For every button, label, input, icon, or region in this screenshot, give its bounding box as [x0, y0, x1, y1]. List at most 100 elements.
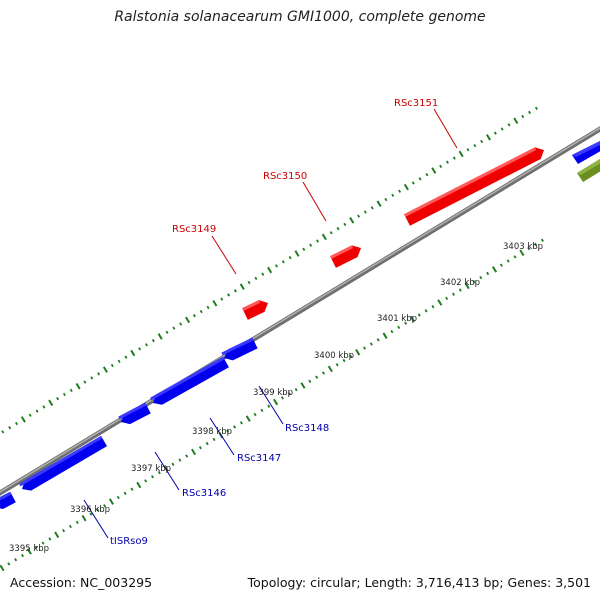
gene-label-rsc3150[interactable]: RSc3150: [263, 171, 307, 182]
ruler-tick: [500, 127, 504, 131]
gene-rsc3146[interactable]: [118, 402, 151, 425]
ruler-tick: [150, 475, 154, 479]
gene-rsc3147[interactable]: [150, 356, 229, 405]
ruler-tick: [281, 260, 285, 264]
ruler-tick: [130, 487, 134, 491]
ruler-tick: [75, 382, 81, 390]
ruler-tick: [144, 343, 148, 347]
ruler-tick: [316, 239, 319, 243]
kbp-label: 3400 kbp: [314, 351, 354, 361]
ruler-tick: [220, 297, 224, 301]
ruler-tick: [226, 429, 230, 433]
gene-rsc3147-highlight: [150, 356, 225, 401]
ruler-tick: [26, 548, 32, 555]
kbp-label: 3397 kbp: [131, 464, 171, 474]
ruler-tick: [199, 309, 203, 314]
ruler-tick: [21, 553, 25, 558]
ruler-tick: [486, 271, 490, 276]
ruler-tick: [491, 266, 498, 273]
ruler-tick: [48, 537, 52, 541]
gene-rsc3148-highlight: [221, 337, 254, 356]
ruler-tick: [20, 416, 26, 423]
gene-block-reverse[interactable]: [572, 141, 600, 164]
genome-backbone-highlight: [0, 127, 600, 493]
ruler-tick: [165, 330, 169, 334]
ruler-tick: [507, 123, 511, 127]
ruler-tick: [192, 314, 196, 318]
ruler-tick: [227, 293, 231, 297]
leader-rsc3146: [154, 451, 180, 491]
ruler-tick: [185, 454, 189, 458]
ruler-tick: [34, 545, 38, 549]
gene-rsc3150[interactable]: [330, 245, 361, 268]
gene-label-rsc3147[interactable]: RSc3147: [237, 453, 281, 464]
ruler-tick: [466, 148, 470, 152]
ruler-tick: [534, 242, 538, 247]
ruler-tick: [178, 458, 182, 462]
ruler-tick: [75, 520, 79, 525]
ruler-tick: [0, 564, 5, 572]
ruler-tick: [280, 396, 284, 400]
gene-label-rsc3149[interactable]: RSc3149: [172, 224, 216, 235]
ruler-tick: [404, 321, 408, 325]
ruler-tick: [144, 479, 148, 483]
ruler-tick: [138, 347, 142, 351]
ruler-tick: [89, 512, 93, 516]
kbp-label: 3399 kbp: [253, 388, 293, 398]
ruler-tick: [473, 143, 477, 148]
ruler-tick: [239, 421, 243, 425]
ruler-tick: [14, 558, 18, 562]
ruler-tick: [499, 263, 503, 267]
ruler-tick: [534, 106, 538, 110]
ruler-tick: [321, 233, 327, 241]
gene-partial[interactable]: [0, 491, 16, 510]
ruler-labels: 3395 kbp 3396 kbp 3397 kbp 3398 kbp 3399…: [9, 242, 543, 554]
gene-label-rsc3148[interactable]: RSc3148: [285, 423, 329, 434]
ruler-tick: [349, 354, 353, 359]
gene-label-tisrso9[interactable]: tISRso9: [110, 536, 148, 547]
ruler-tick: [327, 365, 333, 373]
gene-rsc3146-body: [121, 402, 151, 425]
ruler-tick: [151, 338, 155, 343]
ruler-tick: [343, 222, 347, 227]
ruler-tick: [42, 405, 46, 409]
ruler-tick: [437, 299, 443, 306]
ruler-tick: [425, 172, 429, 177]
gene-rsc3149[interactable]: [242, 300, 268, 320]
ruler-tick: [261, 272, 265, 276]
feature-other[interactable]: [577, 159, 600, 182]
ruler-tick: [397, 325, 401, 330]
ruler-tick: [409, 315, 415, 323]
ruler-tick: [287, 392, 291, 396]
ruler-tick: [445, 160, 449, 164]
ruler-tick: [458, 150, 464, 158]
leader-tisrso9: [83, 499, 109, 539]
accession-text: Accession: NC_003295: [10, 575, 153, 590]
kbp-label: 3401 kbp: [377, 314, 417, 324]
ruler-tick: [363, 346, 367, 350]
gene-label-rsc3146[interactable]: RSc3146: [182, 488, 226, 499]
ruler-tick: [445, 296, 449, 301]
leader-rsc3151: [433, 108, 458, 149]
ruler-tick: [480, 139, 484, 144]
gene-tisrso9[interactable]: [18, 435, 108, 491]
ruler-tick: [308, 379, 312, 383]
ruler-tick: [513, 255, 517, 259]
ruler-tick: [212, 299, 218, 307]
gene-rsc3148[interactable]: [221, 337, 258, 361]
gene-rsc3147-body: [153, 356, 229, 405]
ruler-tick: [439, 164, 443, 169]
leader-rsc3147: [209, 417, 235, 456]
leader-rsc3148: [258, 385, 284, 425]
gene-label-rsc3151[interactable]: RSc3151: [394, 98, 438, 109]
ruler-tick: [519, 249, 525, 256]
gene-rsc3150-highlight: [330, 245, 354, 259]
ruler-tick: [479, 275, 483, 280]
gene-labels: RSc3149 RSc3150 RSc3151 tISRso9 RSc3146 …: [110, 98, 438, 547]
ruler-tick: [424, 309, 428, 313]
gene-rsc3151[interactable]: [404, 147, 544, 226]
ruler-tick: [398, 189, 402, 193]
ruler-tick: [472, 280, 476, 284]
ruler-tick: [254, 276, 258, 281]
